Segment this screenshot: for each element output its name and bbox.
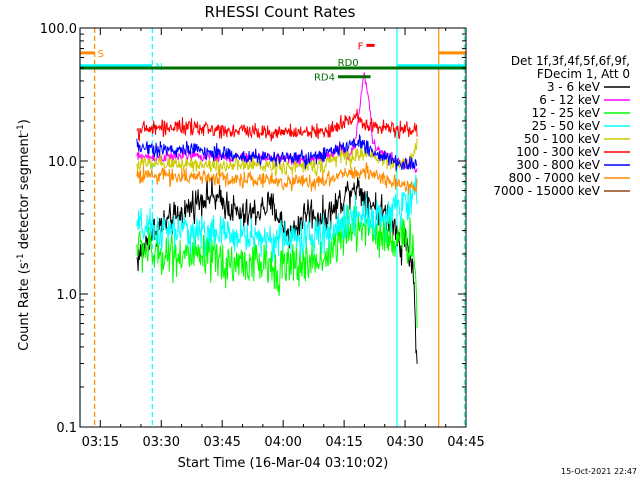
- legend-label-300-800-kev: 300 - 800 keV: [516, 158, 600, 172]
- y-tick-label: 1.0: [56, 288, 77, 303]
- y-axis-label: Count Rate (s-1 detector segment-1): [16, 119, 32, 351]
- y-tick-label: 0.1: [56, 421, 77, 436]
- series-line-300-800-kev: [136, 133, 418, 171]
- legend-label-7000-15000-kev: 7000 - 15000 keV: [493, 184, 600, 198]
- legend-label-3-6-kev: 3 - 6 keV: [547, 80, 601, 94]
- chart-title: RHESSI Count Rates: [205, 3, 356, 21]
- flag-label-s: S: [98, 49, 104, 60]
- x-tick-label: 04:45: [447, 435, 484, 450]
- flag-label-f: F: [358, 41, 364, 52]
- flag-label-rd0: RD0: [338, 58, 359, 69]
- y-tick-label: 100.0: [40, 22, 77, 37]
- legend-label-800-7000-kev: 800 - 7000 keV: [509, 171, 601, 185]
- legend-label-6-12-kev: 6 - 12 keV: [539, 93, 601, 107]
- y-tick-label: 10.0: [48, 155, 77, 170]
- generation-timestamp: 15-Oct-2021 22:47: [561, 467, 637, 476]
- legend-label-50-100-kev: 50 - 100 keV: [524, 132, 601, 146]
- x-tick-label: 04:00: [264, 435, 301, 450]
- x-axis-label: Start Time (16-Mar-04 03:10:02): [178, 456, 389, 471]
- flag-bars: SNFRD0RD4: [80, 41, 466, 84]
- y-axis-label-end: ): [17, 119, 32, 124]
- legend-label-25-50-kev: 25 - 50 keV: [532, 119, 601, 133]
- legend: Det 1f,3f,4f,5f,6f,9f, FDecim 1, Att 0 3…: [493, 54, 630, 198]
- x-tick-label: 03:30: [143, 435, 180, 450]
- series-line-100-300-kev: [136, 108, 418, 142]
- legend-header-decimation: FDecim 1, Att 0: [537, 67, 630, 81]
- x-tick-label: 03:45: [203, 435, 240, 450]
- plot-frame: [79, 27, 467, 428]
- x-tick-label: 03:15: [82, 435, 119, 450]
- legend-header-detectors: Det 1f,3f,4f,5f,6f,9f,: [511, 54, 630, 68]
- y-axis-label-sup2: -1: [16, 124, 26, 133]
- legend-label-12-25-kev: 12 - 25 keV: [532, 106, 601, 120]
- x-tick-label: 04:15: [325, 435, 362, 450]
- flag-label-rd4: RD4: [314, 73, 335, 84]
- series-line-50-100-kev: [136, 138, 418, 177]
- series-line-800-7000-kev: [136, 162, 418, 195]
- y-axis-label-mid: detector segment: [17, 133, 32, 253]
- axes: 03:15 03:30 03:45 04:00 04:15 04:30 04:45 0.1 1.…: [40, 22, 485, 450]
- y-axis-label-sup1: -1: [16, 253, 26, 262]
- series-lines: [136, 72, 418, 364]
- y-axis-label-main: Count Rate (s: [17, 262, 32, 351]
- legend-label-100-300-kev: 100 - 300 keV: [516, 145, 600, 159]
- x-tick-label: 04:30: [386, 435, 423, 450]
- series-line-25-50-kev: [136, 174, 418, 262]
- series-line-12-25-kev: [136, 205, 418, 329]
